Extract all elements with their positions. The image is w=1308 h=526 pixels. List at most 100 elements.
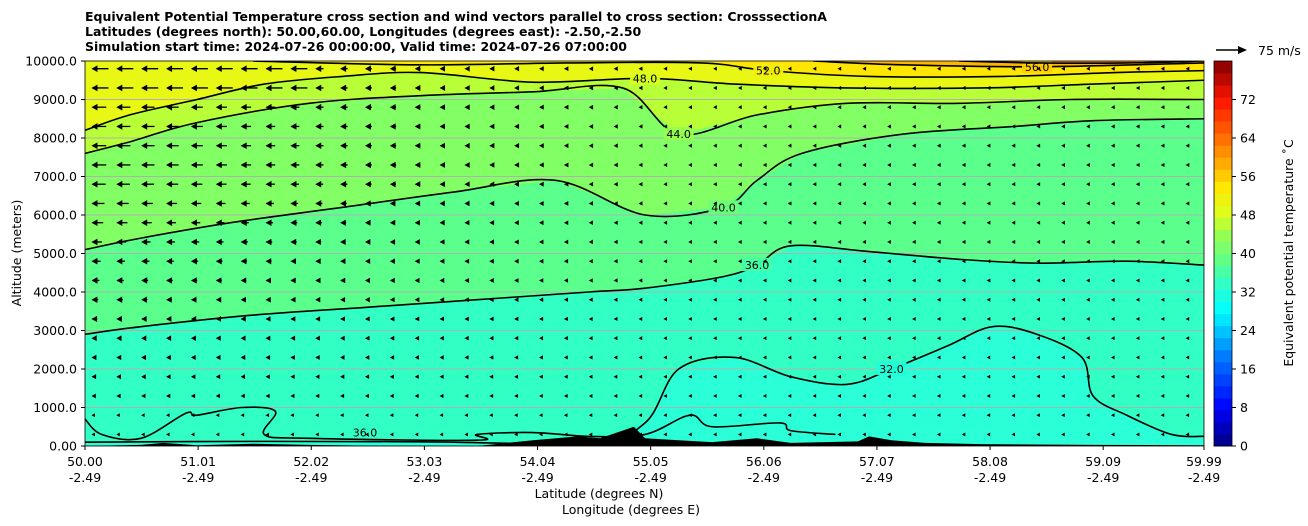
wind-vector [464,277,470,283]
wind-vector [787,316,792,321]
wind-vector [1061,374,1065,379]
wind-vector [290,335,296,341]
wind-vector-head [638,374,643,379]
wind-vector-head [588,220,593,225]
wind-vector-head [737,336,742,341]
wind-vector [936,239,941,244]
wind-vector [862,259,866,264]
wind-vector [762,239,767,244]
wind-vector-head [489,335,494,341]
wind-vector-head [141,277,148,284]
wind-vector [91,200,105,207]
wind-vector-head [912,297,916,302]
wind-vector [812,432,817,437]
wind-vector-head [315,238,321,246]
colorbar-band [1214,373,1232,387]
wind-vector [414,84,421,92]
wind-vector [762,124,767,129]
wind-vector-head [812,143,817,148]
wind-vector-head [812,432,817,437]
wind-vector-head [364,316,370,322]
wind-vector [141,65,159,72]
colorbar-band [1214,325,1232,339]
wind-vector [116,180,130,188]
wind-vector-head [464,65,470,72]
wind-vector-head [340,219,346,226]
wind-vector [912,413,916,418]
wind-vector-head [489,162,495,168]
wind-vector-head [91,238,98,246]
wind-vector-head [762,336,767,341]
wind-vector-head [364,239,371,245]
wind-vector [688,394,692,398]
wind-vector [837,336,842,341]
wind-vector-head [1086,355,1090,360]
wind-vector [1011,66,1016,71]
wind-vector-head [663,432,667,437]
wind-vector [190,200,202,207]
wind-vector-head [936,201,941,206]
wind-vector-head [141,354,147,361]
wind-vector [414,181,421,188]
wind-vector [1036,143,1041,148]
wind-vector-head [563,316,568,322]
wind-vector [489,316,494,322]
wind-vector-head [713,124,717,129]
wind-vector [166,219,176,226]
wind-vector-head [1135,355,1140,360]
wind-vector [265,219,274,226]
wind-vector-head [414,355,419,360]
wind-vector-head [1135,143,1140,148]
wind-vector-head [762,394,767,398]
wind-vector [190,296,197,303]
wind-vector [862,162,867,167]
wind-vector [1011,394,1016,398]
contour-line-56 [813,61,1204,68]
wind-vector-head [912,394,916,398]
wind-vector [464,200,470,207]
wind-vector [215,84,233,92]
wind-vector-head [1185,259,1190,264]
wind-vector [340,316,345,322]
wind-vector [1036,394,1040,398]
wind-vector [713,413,717,418]
wind-vector [588,336,593,341]
wind-vector [265,258,272,265]
wind-vector [215,335,221,341]
wind-vector-head [464,355,469,360]
wind-vector [389,65,397,72]
wind-vector-head [240,413,245,418]
plot-area: 32.036.040.044.048.052.0 56.036.0 [85,61,1204,446]
wind-vector-head [912,201,916,206]
wind-vector-head [514,181,520,187]
wind-vector-head [1185,143,1190,148]
wind-vector [489,239,494,245]
wind-vector-head [1061,124,1065,129]
wind-vector-head [837,394,842,398]
wind-vector-head [1160,239,1165,244]
wind-vector [539,66,544,72]
wind-vector [190,219,201,226]
wind-vector [1160,105,1165,110]
wind-vector-head [588,201,594,206]
wind-vector [414,335,420,341]
wind-vector-head [240,161,247,169]
wind-vector [713,374,717,379]
wind-vector-head [912,182,916,187]
wind-vector-head [340,355,345,360]
wind-vector-head [389,200,396,207]
wind-vector [837,278,842,283]
wind-vector-head [1061,278,1065,283]
wind-vector-head [887,374,891,379]
fill-band-40 [85,61,1204,250]
wind-vector-head [563,239,569,245]
wind-vector [389,432,394,437]
wind-vector [862,355,866,360]
wind-vector-head [762,201,767,206]
colorbar-band [1214,385,1232,399]
contour-line-surface [85,406,836,442]
wind-vector [588,85,594,91]
wind-vector [91,432,95,437]
wind-vector [141,296,148,303]
wind-vector-head [190,413,195,418]
